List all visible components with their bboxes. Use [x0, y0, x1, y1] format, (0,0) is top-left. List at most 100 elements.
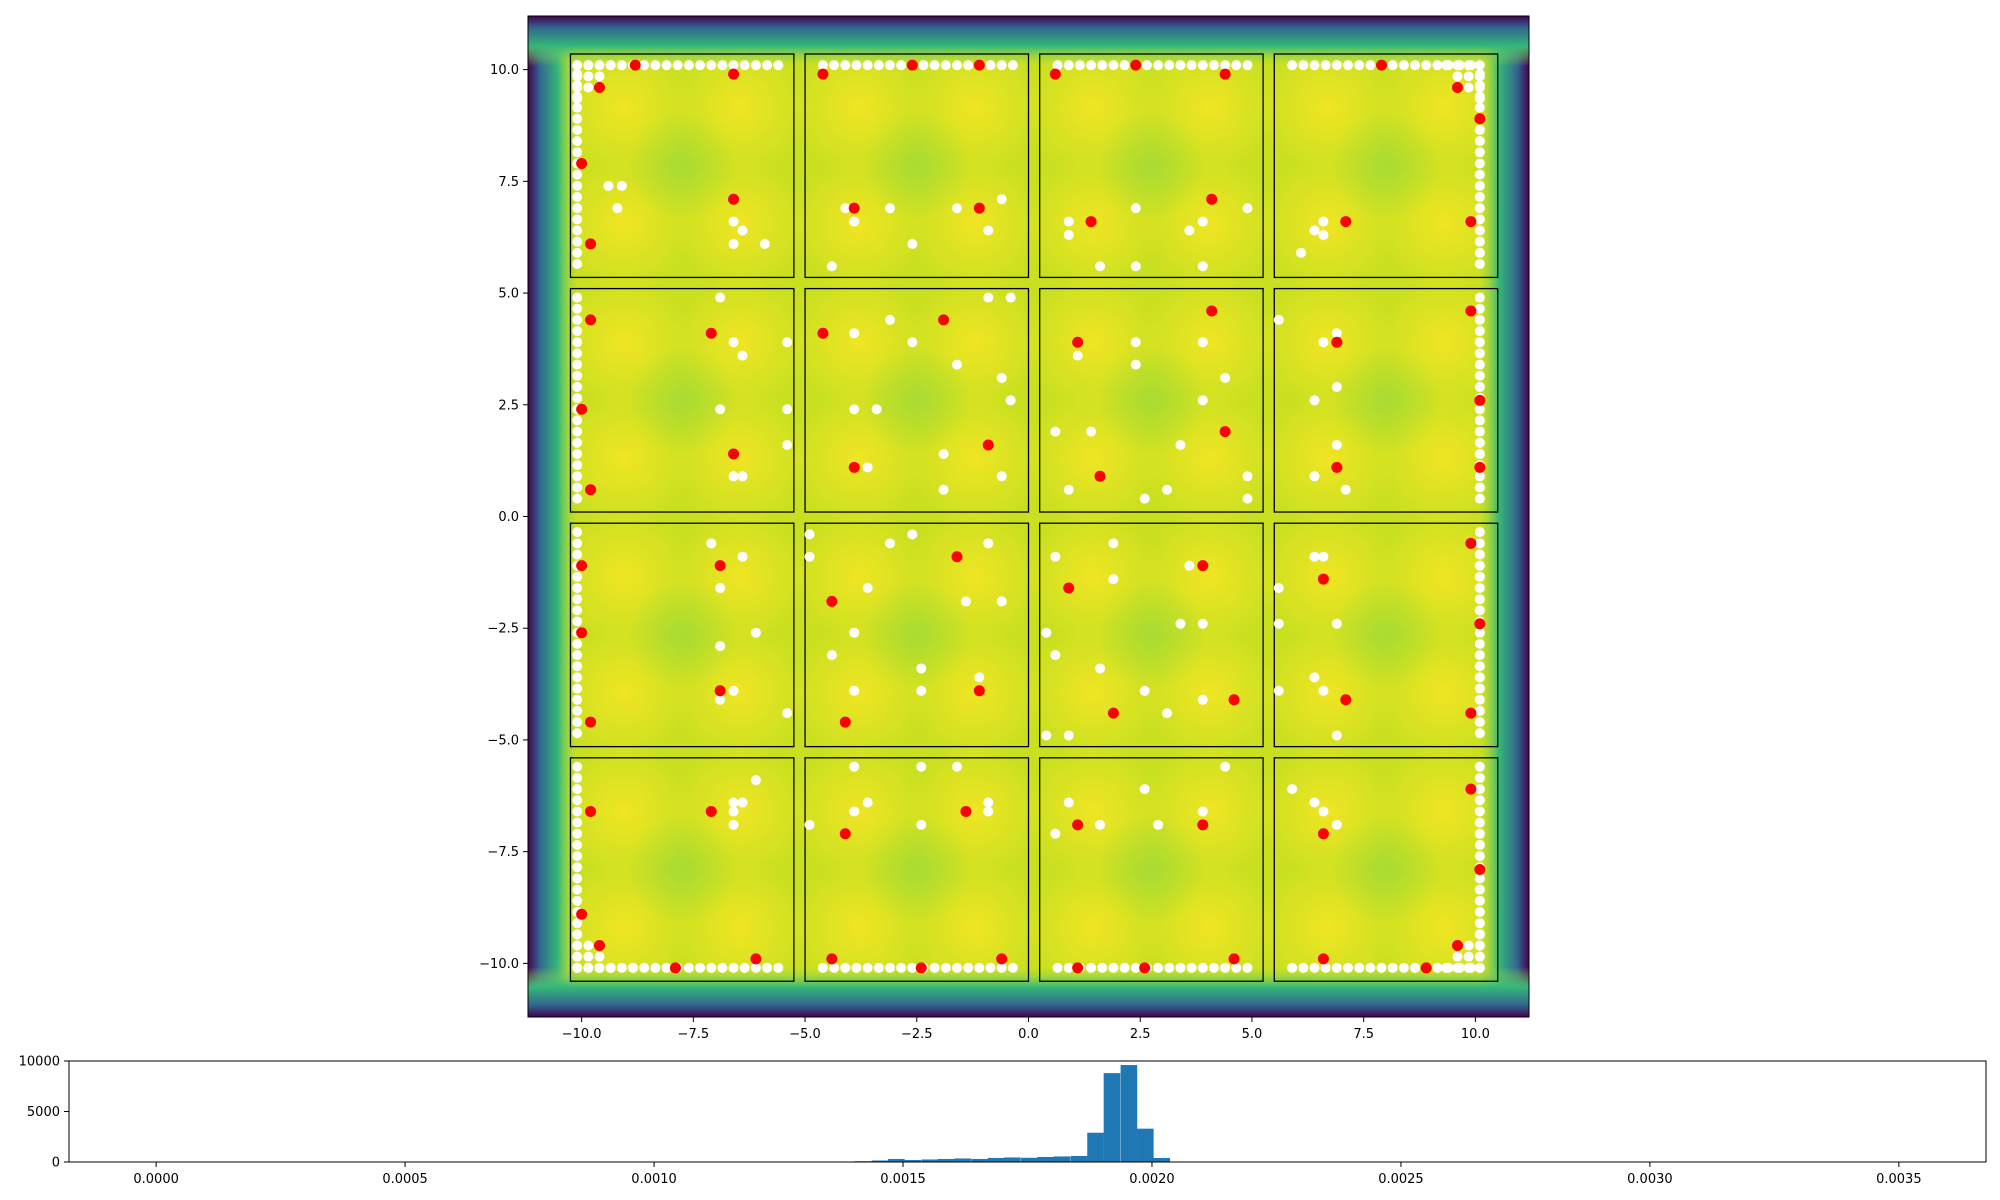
white-point [896, 962, 907, 973]
red-point [1219, 426, 1231, 438]
white-point [1197, 962, 1208, 973]
hist-x-tick-label: 0.0005 [382, 1172, 428, 1187]
white-point [907, 337, 918, 348]
white-point [1474, 124, 1485, 135]
white-point [1164, 60, 1175, 71]
white-point [1287, 962, 1298, 973]
white-point [728, 216, 739, 227]
white-point [1186, 962, 1197, 973]
white-point [572, 817, 583, 828]
white-point [715, 694, 726, 705]
hist-x-tick-label: 0.0025 [1378, 1172, 1424, 1187]
white-point [849, 216, 860, 227]
red-point [1317, 828, 1329, 840]
white-point [1474, 571, 1485, 582]
histogram-bar [1037, 1156, 1055, 1162]
white-point [737, 797, 748, 808]
white-point [572, 851, 583, 862]
histogram-bar [1070, 1155, 1088, 1162]
white-point [916, 819, 927, 830]
white-point [804, 529, 815, 540]
white-point [572, 839, 583, 850]
white-point [715, 292, 726, 303]
white-point [1220, 372, 1231, 383]
white-point [1474, 627, 1485, 638]
white-point [695, 60, 706, 71]
red-point [585, 314, 597, 326]
white-point [572, 415, 583, 426]
white-point [1184, 225, 1195, 236]
white-point [639, 962, 650, 973]
white-point [871, 404, 882, 415]
white-point [1005, 395, 1016, 406]
white-point [572, 247, 583, 258]
histogram-bar [954, 1158, 971, 1162]
white-point [1318, 337, 1329, 348]
white-point [1463, 82, 1474, 93]
white-point [1318, 229, 1329, 240]
white-point [706, 962, 717, 973]
white-point [572, 225, 583, 236]
white-point [572, 940, 583, 951]
white-point [1343, 962, 1354, 973]
white-point [583, 951, 594, 962]
white-point [1086, 60, 1097, 71]
white-point [572, 772, 583, 783]
red-point [973, 59, 985, 71]
white-point [715, 404, 726, 415]
white-point [996, 471, 1007, 482]
white-point [1186, 60, 1197, 71]
red-point [848, 202, 860, 214]
white-point [1273, 685, 1284, 696]
histogram-bar [921, 1159, 939, 1162]
white-point [572, 124, 583, 135]
cell-boxes [569, 53, 1499, 982]
histogram-bar [888, 1158, 905, 1162]
cell-box [1273, 287, 1499, 513]
white-point [1130, 261, 1141, 272]
white-point [1387, 60, 1398, 71]
white-point [952, 962, 962, 973]
red-point [826, 953, 838, 965]
white-point [728, 337, 739, 348]
white-point [1063, 962, 1074, 973]
red-point [1474, 394, 1486, 406]
white-point [1474, 437, 1485, 448]
white-point [1074, 60, 1085, 71]
red-point [594, 940, 605, 951]
white-point [572, 393, 583, 404]
white-point [750, 775, 761, 786]
red-point [728, 448, 740, 460]
white-point [862, 60, 873, 71]
hist-x-tick-label: 0.0030 [1627, 1172, 1673, 1187]
white-point [1474, 191, 1485, 202]
cell-box [804, 522, 1030, 748]
white-point [594, 951, 605, 962]
white-point [728, 60, 739, 71]
white-point [1474, 303, 1485, 314]
red-point [1197, 819, 1209, 831]
white-point [1474, 60, 1485, 71]
red-point [714, 685, 726, 697]
red-point [1228, 694, 1240, 706]
white-point [572, 650, 583, 661]
white-point [1141, 60, 1152, 71]
white-point [849, 627, 860, 638]
cell-box [1273, 522, 1499, 748]
white-point [840, 203, 851, 214]
histogram-y-axis: 0 5000 10000 [19, 1055, 69, 1171]
red-point [576, 403, 588, 415]
red-point [576, 560, 588, 572]
white-point [572, 102, 583, 113]
white-point [1474, 71, 1485, 82]
red-point [826, 595, 838, 607]
hist-y-tick-label: 0 [52, 1156, 60, 1171]
white-point [572, 169, 583, 180]
white-point [583, 940, 594, 951]
white-point [572, 359, 583, 370]
white-point [1474, 962, 1485, 973]
red-point [1206, 305, 1218, 317]
white-point [594, 71, 605, 82]
white-point [612, 203, 623, 214]
white-point [985, 962, 996, 973]
